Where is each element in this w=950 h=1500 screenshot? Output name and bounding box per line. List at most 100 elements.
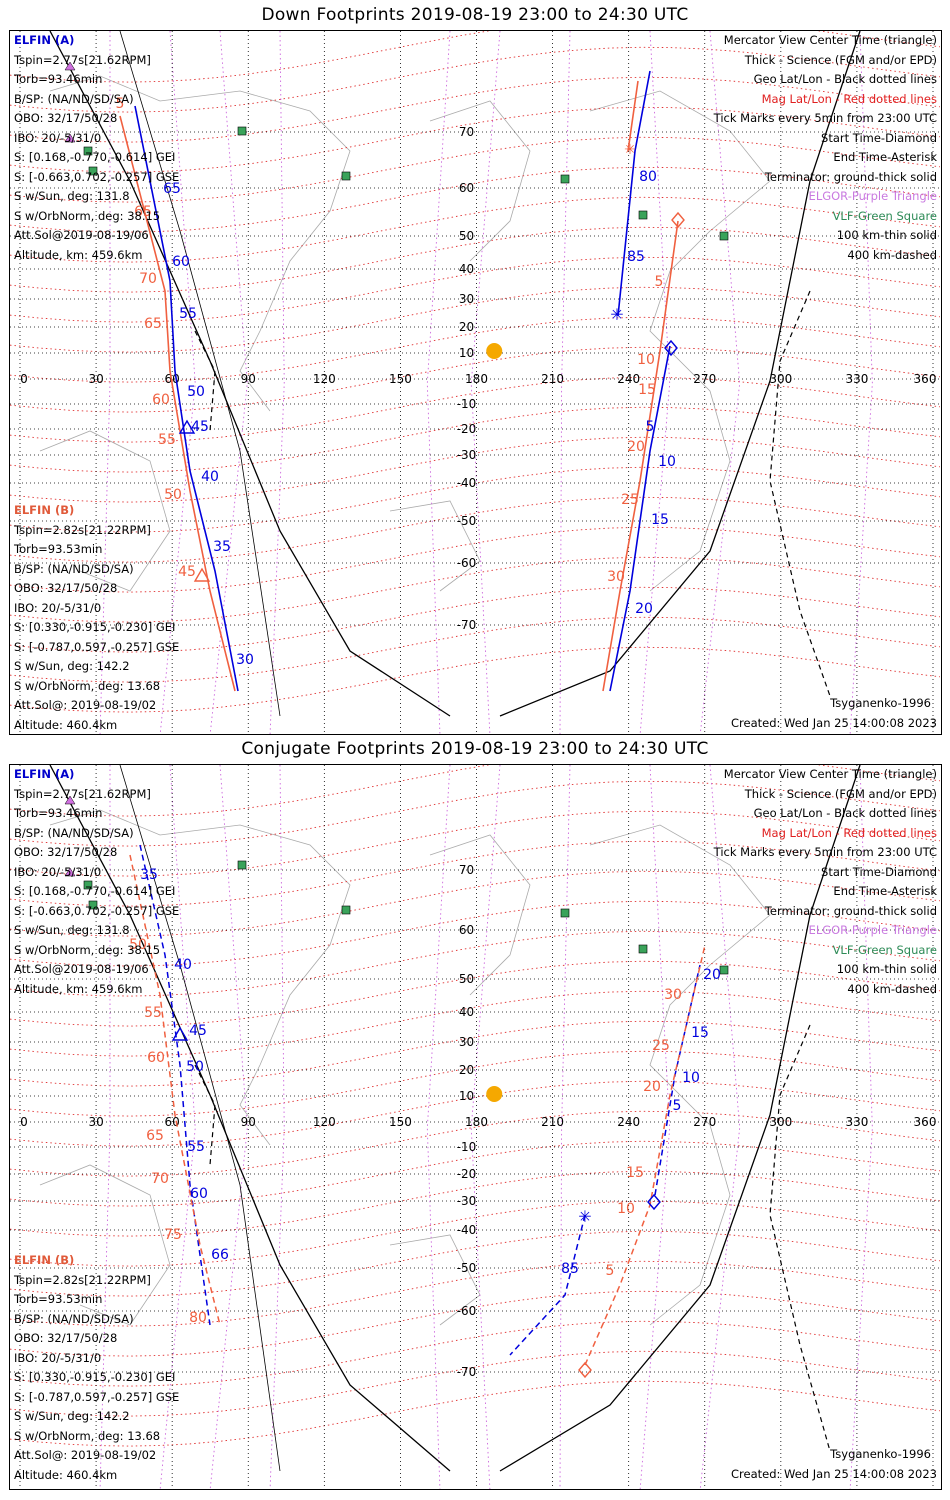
coastline: [389, 1234, 481, 1326]
mag-lat-line: [10, 1110, 941, 1177]
elfin-a-line: S w/OrbNorm, deg: 38.15: [14, 208, 161, 223]
vlf-square-icon: [719, 231, 729, 241]
legend-item: 100 km-thin solid: [836, 228, 937, 242]
end-asterisk-icon: ✳: [624, 142, 636, 158]
lat-label: -50: [457, 1261, 477, 1275]
elfin-b-line: Tspin=2.82s[21.22RPM]: [14, 1272, 151, 1287]
legend-item: Mag Lat/Lon - Red dotted lines: [761, 91, 937, 106]
elfin-a-line: Torb=93.46min: [14, 806, 103, 820]
elfin-b-tick-label: 15: [626, 1165, 644, 1181]
elfin-a-line: S: [-0.663,0.702,-0.257] GSE: [14, 903, 180, 918]
map-canvas: 0 30 60 90 120 150 180 210 240 270 300 330 360 70 60 50…: [10, 765, 941, 1489]
coastline: [39, 1164, 171, 1326]
elfin-b-tick-label: 65: [144, 316, 162, 332]
elfin-a-line: Att.Sol@2019-08-19/06: [14, 228, 149, 242]
elfin-a-tick-label: 15: [691, 1025, 709, 1041]
elfin-b-tick-label: 5: [116, 96, 125, 112]
legend: Mercator View Center Time (triangle) Thi…: [714, 765, 937, 999]
legend-item: Start Time-Diamond: [821, 130, 937, 145]
legend-item: End Time-Asterisk: [833, 884, 937, 898]
elfin-a-line: S: [0.168,-0.770,-0.614] GEI: [14, 150, 176, 164]
lon-label: 180: [465, 372, 488, 386]
elfin-b-tick-label: 60: [152, 392, 170, 408]
mag-lat-line: [10, 810, 941, 877]
mag-lat-line: [10, 1290, 941, 1357]
elfin-a-line: OBO: 32/17/50/28: [14, 845, 118, 859]
lat-label: -30: [457, 1194, 477, 1208]
elfin-b-line: S w/Sun, deg: 142.2: [14, 659, 130, 673]
elfin-a-tick-label: 40: [174, 957, 192, 973]
elfin-b-tick-label: 75: [164, 1227, 182, 1243]
legend: Mercator View Center Time (triangle) Thi…: [714, 31, 937, 265]
elfin-b-line: IBO: 20/-5/31/0: [14, 600, 102, 615]
elfin-a-tick-label: 30: [236, 652, 254, 668]
lon-label: 180: [465, 1115, 488, 1129]
vlf-square-icon: [237, 126, 247, 136]
sun-icon: [486, 343, 503, 359]
center-triangle-icon: [193, 567, 211, 582]
elfin-b-track: [584, 944, 706, 1366]
lon-label: 240: [617, 1115, 640, 1129]
vlf-square-icon: [560, 174, 570, 184]
elfin-a-track: [134, 105, 239, 692]
mag-lat-line: [10, 1260, 941, 1327]
lat-label: 20: [459, 320, 474, 334]
mag-lat-line: [10, 780, 941, 847]
lon-label: 270: [693, 1115, 716, 1129]
legend-item: Thick - Science (FGM and/or EPD): [744, 52, 937, 67]
terminator-100km: [119, 765, 281, 1472]
vlf-square-icon: [719, 965, 729, 975]
terminator-100km: [119, 31, 281, 717]
elfin-a-line: S w/Sun, deg: 131.8: [14, 189, 130, 203]
legend-item: VLF-Green Square: [832, 208, 937, 223]
elfin-a-info: ELFIN (A) Tspin=2.77s[21.62RPM] Torb=93.…: [14, 31, 179, 265]
elfin-b-line: S: [0.330,-0.915,-0.230] GEI: [14, 620, 176, 634]
mag-lat-line: [10, 960, 941, 1027]
elgor-triangle-icon: [64, 61, 76, 71]
elfin-b-line: Att.Sol@: 2019-08-19/02: [14, 1448, 157, 1462]
elfin-b-line: B/SP: (NA/ND/SD/SA): [14, 1311, 134, 1326]
elfin-b-line: S w/Sun, deg: 142.2: [14, 1409, 130, 1423]
lat-label: 40: [459, 262, 474, 276]
vlf-square-icon: [341, 171, 351, 181]
mag-lat-line: [10, 106, 941, 173]
vlf-square-icon: [638, 210, 648, 220]
elfin-a-tick-label: 45: [189, 1023, 207, 1039]
model-label: Tsyganenko-1996: [830, 696, 931, 710]
elfin-a-line: OBO: 32/17/50/28: [14, 111, 118, 125]
lon-label: 210: [541, 1115, 564, 1129]
elfin-b-line: Att.Sol@: 2019-08-19/02: [14, 698, 157, 712]
legend-item: Tick Marks every 5min from 23:00 UTC: [713, 111, 937, 125]
elfin-b-line: Altitude: 460.4km: [14, 1467, 118, 1482]
mag-lat-line: [10, 496, 941, 563]
mag-lat-line: [10, 286, 941, 353]
legend-item: 100 km-thin solid: [836, 962, 937, 976]
elfin-b-info: ELFIN (B) Tspin=2.82s[21.22RPM] Torb=93.…: [14, 1251, 179, 1485]
lat-label: -70: [457, 618, 477, 632]
mag-lat-line: [10, 1080, 941, 1147]
legend-item: Geo Lat/Lon - Black dotted lines: [753, 72, 937, 86]
elfin-a-header: ELFIN (A): [14, 767, 75, 781]
mag-lon-line: [470, 31, 501, 734]
elfin-b-tick-label: 25: [652, 1038, 670, 1054]
elfin-a-tick-label: 10: [682, 1070, 700, 1086]
legend-item: Mercator View Center Time (triangle): [723, 33, 937, 47]
elfin-b-tick-label: 60: [147, 1050, 165, 1066]
mag-lat-line: [10, 1230, 941, 1297]
legend-item: 400 km-dashed: [847, 981, 937, 996]
elfin-a-line: Tspin=2.77s[21.62RPM]: [14, 52, 151, 67]
elfin-b-tick-label: 30: [607, 569, 625, 585]
start-diamond-icon: [671, 211, 685, 229]
elfin-b-tick-label: 50: [164, 487, 182, 503]
elfin-a-tick-label: 20: [635, 601, 653, 617]
lon-label: 30: [88, 1115, 103, 1129]
mag-lat-line: [10, 466, 941, 533]
elfin-b-line: Tspin=2.82s[21.22RPM]: [14, 522, 151, 537]
elfin-a-line: S w/Sun, deg: 131.8: [14, 923, 130, 937]
mag-lat-line: [10, 900, 941, 967]
elfin-b-line: OBO: 32/17/50/28: [14, 581, 118, 595]
elfin-b-tick-label: 70: [139, 271, 157, 287]
coastline: [49, 809, 351, 1146]
legend-item: Start Time-Diamond: [821, 864, 937, 879]
lat-label: 60: [459, 923, 474, 937]
